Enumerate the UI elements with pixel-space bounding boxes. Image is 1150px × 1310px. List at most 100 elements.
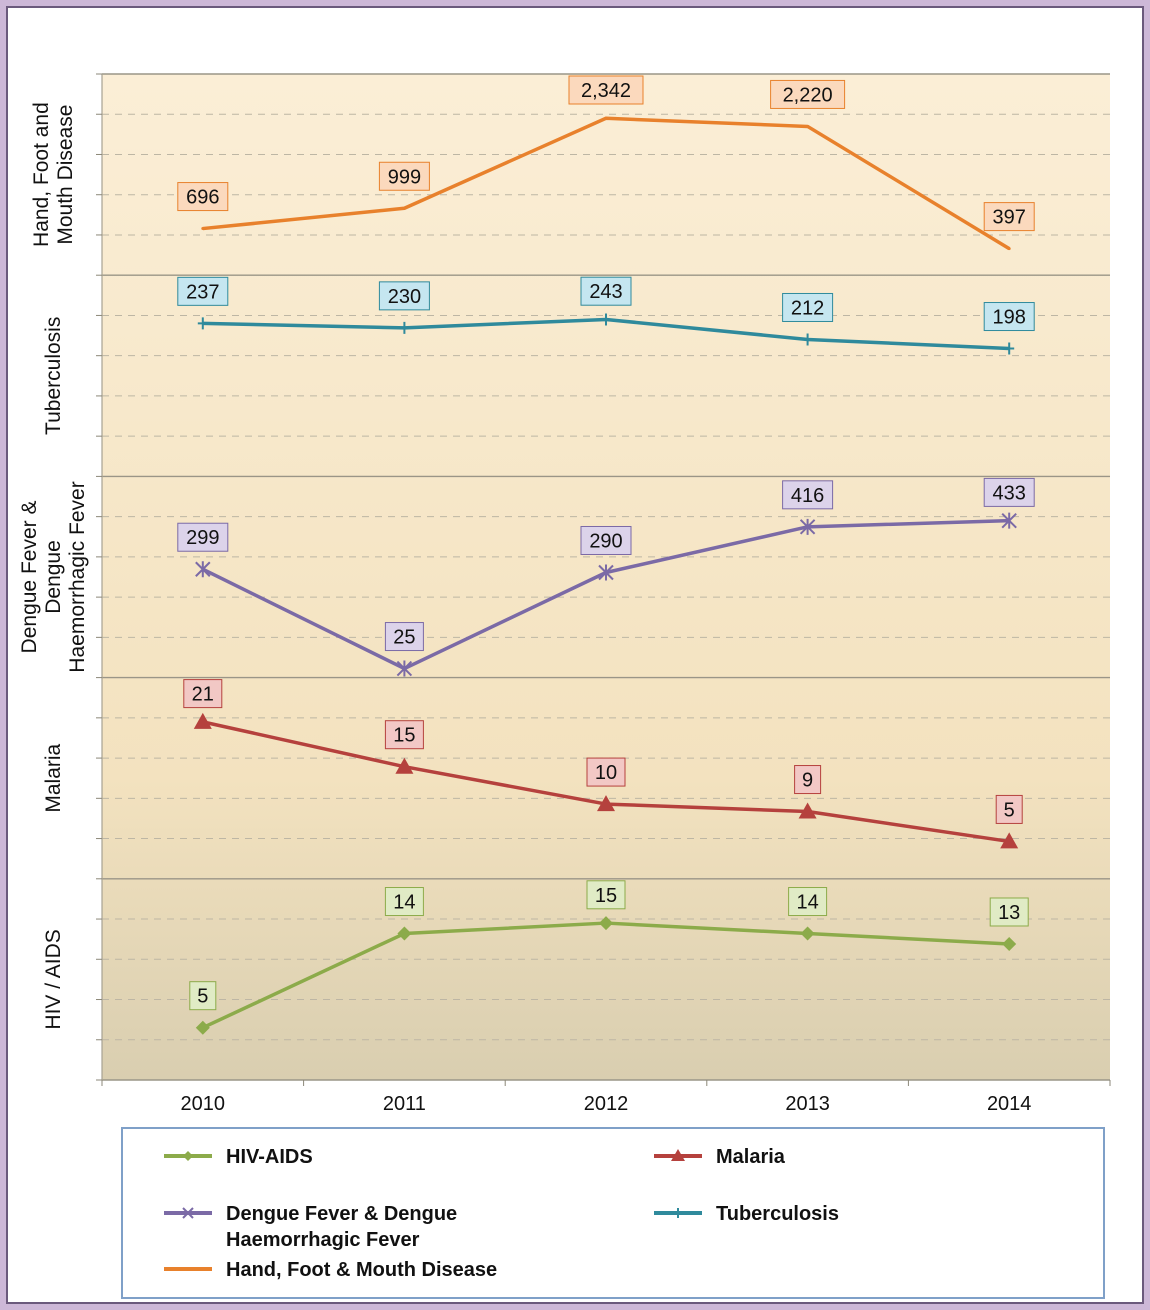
data-label-box [995, 794, 1023, 824]
legend-swatch-marker [183, 1151, 193, 1161]
data-label-text: 397 [993, 207, 1026, 229]
data-point [201, 227, 205, 231]
data-label-text: 212 [791, 297, 824, 319]
data-label: 198 [983, 302, 1035, 332]
legend-item: Malaria [654, 1146, 786, 1168]
data-label: 21 [183, 679, 223, 709]
data-point [1004, 342, 1015, 355]
data-point [197, 317, 208, 330]
data-label-box [177, 522, 229, 552]
data-label-box [983, 202, 1035, 232]
legend-item: Tuberculosis [654, 1203, 839, 1225]
data-label-box [384, 887, 424, 917]
data-label-box [384, 720, 424, 750]
data-label-text: 15 [393, 725, 415, 747]
data-label-text: 999 [388, 166, 421, 188]
data-label-box [794, 765, 822, 795]
data-label: 9 [794, 765, 822, 795]
data-label-text: 2,342 [581, 80, 631, 102]
x-tick-label: 2013 [785, 1093, 830, 1115]
legend-label: Haemorrhagic Fever [226, 1229, 420, 1251]
legend-swatch-marker [671, 1149, 685, 1161]
data-label-text: 433 [993, 482, 1026, 504]
data-label-text: 13 [998, 902, 1020, 924]
legend-box [121, 1127, 1105, 1299]
panel-label: Tuberculosis [42, 317, 65, 435]
data-label-box [378, 161, 430, 191]
data-label-box [586, 880, 626, 910]
data-label: 14 [384, 887, 424, 917]
data-label-text: 243 [589, 281, 622, 303]
data-label-box [580, 276, 632, 306]
data-point [601, 313, 611, 326]
data-label-text: 14 [393, 892, 415, 914]
data-point [1001, 512, 1017, 529]
data-point [397, 926, 412, 941]
data-label: 433 [983, 477, 1035, 507]
data-label: 243 [580, 276, 632, 306]
data-point [799, 518, 816, 535]
data-label-box [782, 480, 834, 510]
data-label-box [983, 302, 1035, 332]
data-label-box [770, 79, 846, 109]
data-label: 230 [378, 281, 430, 311]
data-label-box [384, 622, 424, 652]
chart-frame: 2010 2011 2012 2013 2014 Hand, Foot and Mouth … [6, 6, 1144, 1304]
data-label: 397 [983, 202, 1035, 232]
data-label: 212 [782, 292, 834, 322]
panel-label: Malaria [42, 743, 65, 812]
data-label-text: 15 [595, 885, 617, 907]
data-label-text: 25 [393, 627, 415, 649]
data-point [396, 660, 413, 677]
data-label: 2,220 [770, 79, 846, 109]
data-label-text: 9 [802, 770, 813, 792]
data-label-box [177, 182, 229, 212]
legend-item: HIV-AIDS [164, 1146, 313, 1168]
data-label-box [189, 981, 217, 1011]
data-label: 14 [788, 887, 828, 917]
data-label-box [788, 887, 828, 917]
legend-label: Tuberculosis [716, 1203, 839, 1225]
x-tick-label: 2011 [383, 1093, 426, 1115]
panel-label: Mouth Disease [54, 105, 77, 245]
data-label-text: 14 [796, 892, 818, 914]
legend-item: Hand, Foot & Mouth Disease [164, 1259, 497, 1281]
data-label-box [586, 757, 626, 787]
legend-item: Dengue Fever & Dengue Haemorrhagic Fever [164, 1203, 457, 1251]
data-label-text: 198 [993, 307, 1026, 329]
data-label-text: 237 [186, 281, 219, 303]
data-label-box [378, 281, 430, 311]
data-label: 5 [995, 794, 1023, 824]
data-point [395, 757, 414, 774]
data-label: 299 [177, 522, 229, 552]
data-point [798, 802, 817, 819]
data-label: 13 [989, 897, 1029, 927]
data-label: 15 [384, 720, 424, 750]
panel-label: Dengue Fever & [18, 501, 41, 654]
data-label-box [177, 276, 229, 306]
data-label-text: 299 [186, 527, 219, 549]
x-tick-label: 2010 [181, 1093, 226, 1115]
data-label-box [580, 525, 632, 555]
legend-swatch-marker [182, 1207, 194, 1219]
data-label-text: 10 [595, 762, 617, 784]
data-label-text: 290 [589, 530, 622, 552]
legend-label: HIV-AIDS [226, 1146, 313, 1168]
data-point [599, 916, 613, 931]
legend-label: Dengue Fever & Dengue [226, 1203, 457, 1225]
data-label: 999 [378, 161, 430, 191]
data-point [195, 1020, 210, 1035]
data-point [193, 712, 212, 729]
panel-label: Dengue [42, 540, 65, 614]
data-label: 2,342 [568, 75, 644, 105]
data-point [399, 321, 410, 334]
data-label-text: 416 [791, 485, 824, 507]
data-label-box [782, 292, 834, 322]
data-point [1007, 247, 1011, 251]
data-label-text: 5 [197, 986, 208, 1008]
data-point [597, 795, 615, 812]
data-point [802, 333, 813, 346]
data-label-box [568, 75, 644, 105]
data-label-box [983, 477, 1035, 507]
data-label: 15 [586, 880, 626, 910]
